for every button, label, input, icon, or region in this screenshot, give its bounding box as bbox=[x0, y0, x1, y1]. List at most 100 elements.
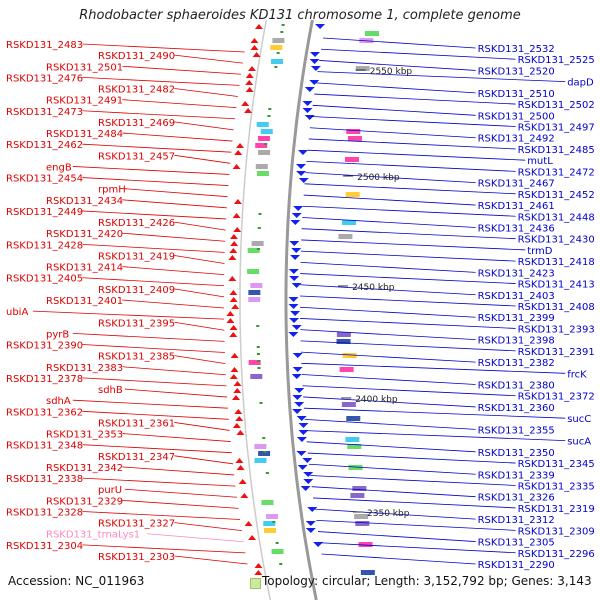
reverse-strand-gene bbox=[254, 563, 263, 568]
reverse-strand-gene bbox=[245, 73, 254, 78]
reverse-strand-gene bbox=[226, 311, 235, 316]
reverse-strand-gene bbox=[233, 199, 242, 204]
right-leader-line bbox=[313, 497, 516, 509]
right-gene-label: RSKD131_2497 bbox=[518, 123, 595, 134]
feature-tile bbox=[248, 290, 261, 295]
left-gene-label: RSKD131_2342 bbox=[46, 463, 123, 474]
left-gene-label: RSKD131_2409 bbox=[98, 285, 175, 296]
right-leader-line bbox=[303, 396, 476, 408]
tick-mark bbox=[257, 360, 261, 362]
feature-tile bbox=[350, 493, 365, 498]
left-leader-line bbox=[82, 477, 236, 487]
left-gene-label: RSKD131_2414 bbox=[46, 263, 123, 274]
right-leader-line bbox=[321, 48, 516, 60]
reverse-strand-gene bbox=[233, 381, 242, 386]
feature-tile bbox=[271, 59, 284, 64]
feature-tile bbox=[250, 374, 263, 379]
reverse-strand-gene bbox=[244, 108, 253, 113]
right-gene-label: RSKD131_2399 bbox=[478, 313, 555, 324]
forward-strand-gene bbox=[303, 472, 314, 477]
forward-strand-gene bbox=[288, 269, 299, 274]
forward-strand-gene bbox=[288, 297, 299, 302]
forward-strand-gene bbox=[293, 206, 304, 211]
left-leader-line bbox=[122, 299, 225, 309]
left-leader-line bbox=[122, 99, 237, 109]
feature-tile bbox=[247, 248, 260, 253]
leader-layer bbox=[32, 37, 566, 565]
feature-tile bbox=[354, 514, 369, 519]
feature-tile bbox=[345, 192, 360, 197]
right-leader-line bbox=[315, 82, 476, 94]
left-leader-line bbox=[82, 444, 232, 454]
forward-strand-gene bbox=[296, 164, 307, 169]
forward-strand-gene bbox=[294, 388, 305, 393]
forward-strand-gene bbox=[307, 507, 318, 512]
feature-tile bbox=[248, 297, 261, 302]
right-leader-line bbox=[321, 553, 476, 565]
left-gene-label: RSKD131_2491 bbox=[46, 96, 123, 107]
right-gene-label: RSKD131_2355 bbox=[478, 425, 555, 436]
reverse-strand-gene bbox=[231, 304, 240, 309]
right-gene-label: RSKD131_2520 bbox=[478, 66, 555, 77]
forward-strand-gene bbox=[291, 248, 302, 253]
right-leader-line bbox=[317, 71, 566, 83]
reverse-strand-gene bbox=[248, 535, 257, 540]
topology-text: Topology: circular; Length: 3,152,792 bp… bbox=[262, 574, 592, 588]
reverse-strand-gene bbox=[230, 367, 239, 372]
feature-tile bbox=[342, 220, 357, 225]
reverse-strand-gene bbox=[233, 388, 242, 393]
right-gene-label: RSKD131_2391 bbox=[518, 347, 595, 358]
reverse-strand-gene bbox=[247, 66, 256, 71]
left-gene-label: RSKD131_2457 bbox=[98, 151, 175, 162]
reverse-strand-gene bbox=[232, 164, 241, 169]
left-leader-line bbox=[124, 488, 238, 498]
label-layer: 2550 kbp 2500 kbp 2450 kbp 2400 kbp 2350 kbp… bbox=[6, 40, 595, 571]
scale-label: 2500 kbp bbox=[357, 173, 400, 183]
right-gene-label: RSKD131_2436 bbox=[478, 223, 555, 234]
right-gene-label: trmD bbox=[527, 246, 553, 257]
forward-strand-gene bbox=[296, 171, 307, 176]
left-gene-label: RSKD131_trnaLys1 bbox=[46, 530, 140, 541]
reverse-strand-gene bbox=[250, 45, 259, 50]
right-gene-label: RSKD131_2339 bbox=[478, 470, 555, 481]
left-leader-line bbox=[174, 54, 243, 64]
feature-tile bbox=[360, 570, 375, 575]
feature-tile bbox=[341, 402, 356, 407]
left-gene-label: RSKD131_2473 bbox=[6, 107, 83, 118]
left-leader-line bbox=[32, 310, 225, 320]
right-leader-line bbox=[311, 486, 476, 498]
right-leader-line bbox=[300, 351, 476, 363]
feature-tile bbox=[270, 45, 283, 50]
right-leader-line bbox=[317, 531, 476, 542]
left-leader-line bbox=[174, 321, 225, 331]
left-gene-label: RSKD131_2395 bbox=[98, 318, 175, 329]
feature-tile bbox=[261, 500, 274, 505]
tick-mark bbox=[256, 353, 260, 355]
left-leader-line bbox=[82, 277, 225, 287]
feature-tile bbox=[266, 514, 279, 519]
right-gene-label: RSKD131_2309 bbox=[518, 526, 595, 537]
left-gene-label: RSKD131_2420 bbox=[46, 229, 123, 240]
forward-strand-gene bbox=[309, 59, 320, 64]
right-gene-label: RSKD131_2510 bbox=[478, 89, 555, 100]
right-leader-line bbox=[311, 116, 516, 127]
forward-strand-gene bbox=[298, 423, 309, 428]
left-gene-label: RSKD131_2304 bbox=[6, 541, 83, 552]
reverse-strand-gene bbox=[231, 395, 240, 400]
right-gene-label: RSKD131_2290 bbox=[478, 560, 555, 571]
reverse-strand-gene bbox=[226, 318, 235, 323]
left-gene-label: RSKD131_2303 bbox=[98, 552, 175, 563]
right-leader-line bbox=[299, 306, 476, 318]
left-leader-line bbox=[174, 455, 234, 465]
left-gene-label: RSKD131_2469 bbox=[98, 118, 175, 129]
left-gene-label: ubiA bbox=[6, 307, 28, 318]
right-gene-label: RSKD131_2467 bbox=[478, 179, 555, 190]
right-leader-line bbox=[314, 508, 476, 520]
reverse-strand-gene bbox=[232, 423, 241, 428]
right-leader-line bbox=[305, 430, 566, 442]
reverse-strand-gene bbox=[229, 234, 238, 239]
right-leader-line bbox=[319, 60, 476, 71]
left-gene-label: sdhB bbox=[98, 385, 123, 396]
